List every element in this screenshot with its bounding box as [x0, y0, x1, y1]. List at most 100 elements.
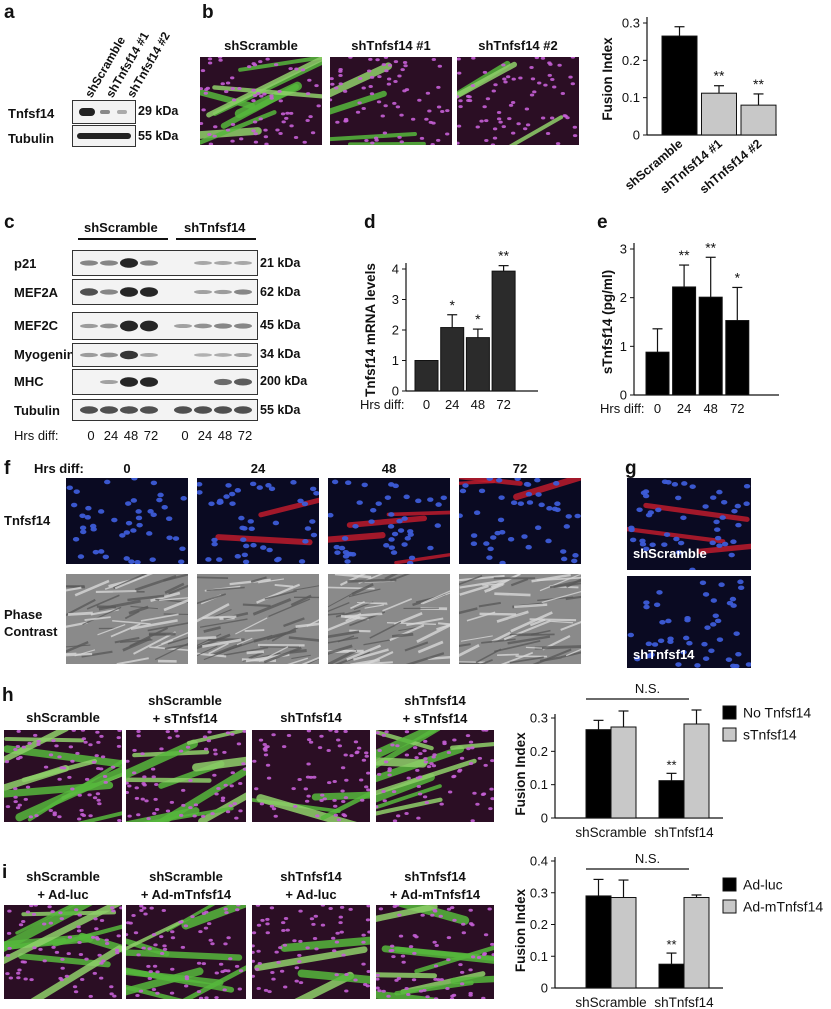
fiber	[376, 972, 438, 979]
nucleus	[395, 105, 401, 109]
nucleus	[361, 962, 366, 966]
nucleus	[490, 942, 494, 946]
nucleus	[643, 546, 650, 552]
cell-edge	[197, 593, 227, 605]
nucleus	[388, 512, 395, 517]
nucleus	[440, 495, 447, 501]
cell-edge	[328, 644, 353, 655]
nucleus	[431, 121, 436, 125]
category-label: 72	[730, 401, 744, 416]
nucleus	[320, 905, 326, 907]
nucleus	[136, 813, 141, 817]
nucleus	[524, 107, 530, 111]
image-title: shTnfsf14	[280, 710, 342, 725]
nucleus	[214, 996, 219, 999]
nucleus	[557, 63, 562, 67]
cell-edge	[199, 618, 248, 628]
nucleus	[5, 972, 10, 976]
cell-edge	[529, 618, 577, 622]
image-texture	[66, 574, 188, 664]
cell-edge	[482, 583, 505, 586]
nucleus	[511, 77, 516, 81]
cell-edge	[113, 574, 148, 590]
nucleus	[283, 916, 289, 920]
nucleus	[25, 910, 31, 914]
nucleus	[273, 814, 278, 818]
nucleus	[432, 940, 437, 944]
nucleus	[252, 959, 256, 963]
significance-mark: **	[498, 248, 509, 264]
cell-edge	[364, 651, 394, 664]
cell-edge	[293, 585, 319, 591]
nucleus	[395, 744, 400, 748]
nucleus	[425, 995, 430, 999]
nucleus	[203, 926, 209, 930]
nucleus	[205, 557, 212, 562]
nucleus	[408, 945, 414, 949]
fiber	[30, 945, 122, 999]
nucleus	[136, 730, 141, 733]
cell-edge	[288, 636, 319, 642]
nucleus	[422, 988, 427, 992]
nucleus	[458, 105, 463, 109]
nucleus	[335, 931, 340, 935]
nucleus	[162, 947, 168, 951]
panel-letter-a: a	[4, 2, 15, 23]
nucleus	[393, 60, 399, 64]
nucleus	[75, 751, 80, 755]
nucleus	[51, 739, 56, 743]
nucleus	[458, 99, 463, 103]
cell-edge	[459, 578, 509, 589]
nucleus	[548, 62, 553, 66]
nucleus	[424, 117, 429, 121]
cell-edge	[357, 601, 388, 605]
cell-edge	[475, 648, 502, 664]
nucleus	[216, 557, 223, 562]
fiber	[4, 745, 122, 768]
nucleus	[201, 962, 207, 966]
nucleus	[449, 997, 455, 999]
cell-edge	[84, 616, 111, 621]
nucleus	[667, 639, 674, 645]
panel-letter-h: h	[2, 685, 14, 706]
nucleus	[487, 907, 492, 911]
nucleus	[381, 733, 386, 737]
nucleus	[196, 990, 202, 994]
nucleus	[554, 507, 561, 513]
cell-edge	[242, 603, 271, 608]
nucleus	[203, 747, 209, 751]
cell-edge	[391, 632, 414, 638]
cell-edge	[250, 576, 267, 583]
nucleus	[452, 918, 457, 922]
bar	[661, 35, 698, 136]
nucleus	[339, 905, 345, 909]
nucleus	[87, 793, 92, 797]
image-texture	[200, 57, 322, 145]
nucleus	[563, 524, 571, 529]
cell-edge	[66, 621, 88, 628]
nucleus	[330, 77, 334, 81]
nucleus	[529, 93, 535, 97]
category-label: shTnfsf14	[654, 825, 714, 840]
red-signal	[696, 543, 751, 555]
nucleus	[200, 69, 206, 73]
nucleus	[549, 116, 555, 120]
nucleus	[716, 637, 724, 642]
nucleus	[336, 818, 342, 822]
image-texture	[100, 377, 252, 387]
nucleus	[526, 500, 534, 505]
category-label: 24	[677, 401, 691, 416]
kda-label: 55 kDa	[138, 129, 179, 143]
nucleus	[23, 797, 28, 801]
micrograph	[330, 57, 452, 145]
cell-edge	[154, 642, 188, 661]
nucleus	[231, 98, 237, 102]
nucleus	[237, 987, 242, 991]
nucleus	[475, 802, 480, 806]
nucleus	[639, 538, 646, 544]
nucleus	[384, 730, 389, 734]
nucleus	[673, 536, 680, 542]
nucleus	[391, 531, 399, 537]
cell-edge	[334, 650, 371, 664]
